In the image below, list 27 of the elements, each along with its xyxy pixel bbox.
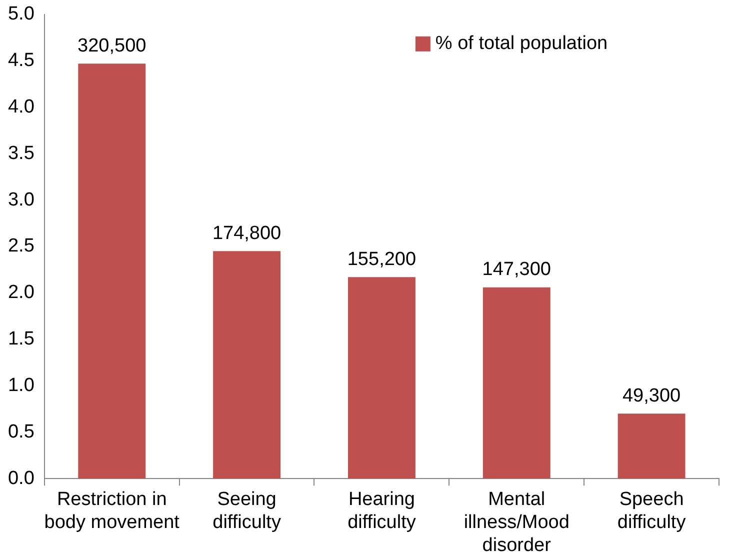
bar [213,251,281,479]
x-tick-label: Seeing difficulty [212,489,282,534]
bar [348,277,416,479]
x-tick-label: Mental illness/Mood disorder [464,489,570,556]
annotation: 147,300 [482,259,551,280]
annotation: 174,800 [212,222,282,244]
y-tick-label: 2.0 [8,282,34,304]
legend-label: % of total population [435,33,608,54]
y-tick-label: 0.0 [8,468,34,489]
y-tick-label: 0.5 [8,421,34,442]
y-tick-label: 4.0 [8,96,34,118]
y-tick-label: 3.5 [8,142,34,164]
y-tick-label: 4.5 [8,50,34,72]
x-tick-label: Speech difficulty [617,489,686,534]
annotation: 49,300 [622,385,681,406]
bar [482,287,550,479]
annotation: 320,500 [78,35,146,56]
annotation: 155,200 [347,248,416,270]
x-tick-label: Restriction in body movement [44,489,180,534]
x-tick-label: Hearing difficulty [348,489,416,534]
bar [78,64,146,479]
y-tick-label: 1.0 [8,374,34,396]
bar [618,414,686,479]
y-tick-label: 2.5 [8,236,34,257]
y-tick-label: 3.0 [8,189,34,210]
y-tick-label: 5.0 [8,4,34,25]
y-tick-label: 1.5 [8,328,34,350]
